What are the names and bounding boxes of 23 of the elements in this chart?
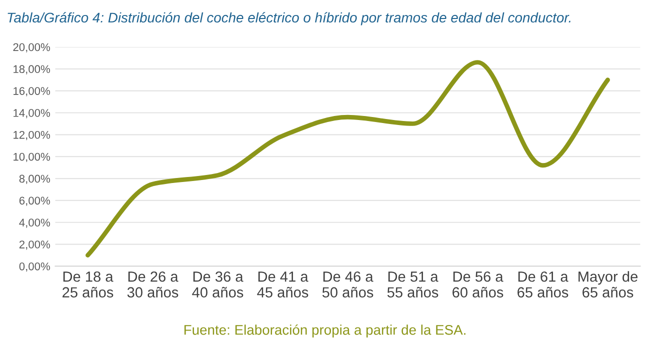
x-tick-label: De 36 a 40 años: [192, 271, 244, 298]
x-tick-label: De 41 a 45 años: [257, 272, 308, 298]
x-tick-label: De 18 a 25 años: [62, 271, 114, 298]
x-tick-label: De 61 a 65 años: [518, 271, 568, 298]
line-series: [86, 60, 610, 258]
y-tick-label: 6,00%: [19, 196, 50, 206]
y-tick-label: 0,00%: [19, 262, 50, 272]
x-tick-label: Mayor de 65 años: [578, 271, 638, 298]
y-tick-label: 4,00%: [19, 218, 50, 228]
y-tick-label: 14,00%: [14, 109, 50, 118]
y-tick-label: 18,00%: [14, 65, 50, 74]
x-tick-label: De 46 a 50 años: [322, 271, 374, 298]
y-tick-label: 12,00%: [14, 130, 50, 140]
y-tick-label: 10,00%: [14, 152, 50, 162]
y-tick-label: 20,00%: [13, 43, 50, 52]
x-tick-label: De 26 a 30 años: [127, 271, 178, 298]
x-tick-label: De 51 a 55 años: [387, 272, 438, 298]
source-note: Fuente: Elaboración propia a partir de la ESA.: [184, 324, 466, 338]
y-tick-label: 8,00%: [19, 174, 50, 184]
x-tick-label: De 56 a 60 años: [452, 271, 504, 298]
chart-title: Tabla/Gráfico 4: Distribución del coche eléctrico o híbrido por tramos de edad del conductor.: [8, 12, 570, 26]
y-tick-label: 16,00%: [14, 87, 50, 96]
y-tick-label: 2,00%: [19, 240, 50, 250]
